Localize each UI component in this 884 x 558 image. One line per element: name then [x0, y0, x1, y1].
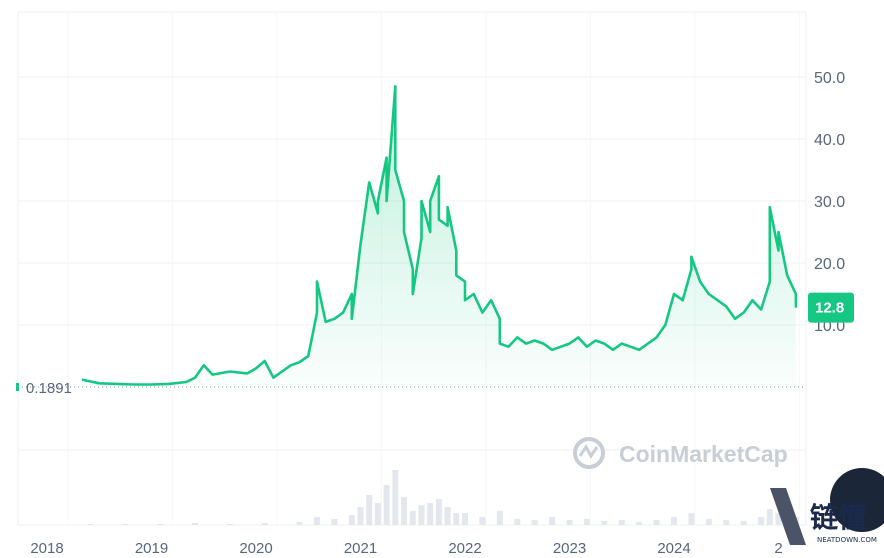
- logo-chinese-text: 链懂: [810, 501, 866, 534]
- volume-bar: [122, 524, 129, 525]
- x-tick-label: 2021: [344, 540, 377, 557]
- volume-bar: [296, 522, 303, 525]
- volume-bar: [192, 523, 199, 525]
- volume-bar: [374, 503, 381, 525]
- series-area: [81, 86, 796, 388]
- volume-bar: [705, 519, 712, 525]
- volume-bar: [366, 495, 373, 525]
- volume-bar: [435, 499, 442, 525]
- volume-bar: [226, 524, 233, 525]
- volume-bar: [261, 523, 268, 525]
- volume-bar: [401, 497, 408, 525]
- y-tick-label: 30.0: [814, 194, 845, 211]
- volume-bar: [531, 520, 538, 525]
- volume-bar: [671, 517, 677, 525]
- volume-bar: [479, 517, 486, 525]
- coinmarketcap-logo-icon: [573, 437, 605, 469]
- volume-bar: [758, 517, 765, 525]
- volume-bar: [453, 513, 460, 525]
- volume-bar: [444, 507, 451, 525]
- x-tick-label: 2018: [30, 540, 63, 557]
- volume-bar: [549, 517, 556, 525]
- y-tick-label: 50.0: [814, 70, 845, 87]
- volume-bar: [409, 511, 416, 525]
- x-axis: 2018 2019 2020 2021 2022 2023 2024 2: [30, 540, 782, 557]
- volume-bar: [653, 520, 660, 525]
- coinmarketcap-logo-wave-icon: [578, 444, 599, 459]
- logo-letter-mark: [770, 488, 806, 545]
- dark-circle-icon: [830, 468, 884, 532]
- volume-bar: [348, 515, 355, 525]
- corner-logo: L 链懂 NEATDOWN.COM: [770, 468, 884, 554]
- volume-bar: [636, 522, 643, 525]
- volume-bar: [618, 520, 625, 525]
- x-tick-label: 2020: [239, 540, 272, 557]
- volume-bar: [157, 524, 164, 525]
- volume-bar: [357, 507, 364, 525]
- last-value-label: 12.8: [815, 300, 844, 317]
- volume-bar: [766, 509, 773, 525]
- volume-bar: [496, 511, 503, 525]
- volume-bar: [601, 521, 608, 525]
- last-value-badge: [808, 292, 854, 323]
- volume-bar: [313, 517, 320, 525]
- volume-bar: [566, 520, 573, 525]
- volume-bar: [462, 513, 468, 525]
- x-tick-label: 2: [774, 540, 782, 557]
- x-tick-label: 2019: [135, 540, 168, 557]
- y-tick-label: 20.0: [814, 256, 845, 273]
- watermark-text: CoinMarketCap: [619, 441, 788, 467]
- volume-bar: [418, 505, 425, 525]
- volume-bars: [87, 470, 799, 525]
- x-tick-label: 2023: [553, 540, 586, 557]
- start-price-label: 0.1891: [26, 380, 72, 397]
- volume-bar: [514, 519, 521, 525]
- volume-bar: [427, 503, 434, 525]
- volume-bar: [740, 521, 747, 525]
- x-tick-label: 2022: [448, 540, 481, 557]
- series-line: [81, 85, 798, 386]
- volume-bar: [723, 520, 730, 525]
- volume-bar: [87, 524, 94, 525]
- y-axis: 10.020.030.040.050.012.8: [808, 70, 854, 335]
- y-tick-label: 40.0: [814, 132, 845, 149]
- x-tick-label: 2024: [657, 540, 690, 557]
- start-marker: [16, 383, 19, 391]
- watermark: CoinMarketCap: [573, 437, 788, 469]
- volume-bar: [583, 519, 590, 525]
- volume-bar: [392, 470, 399, 525]
- volume-bar: [383, 485, 390, 525]
- plot-area: 0.1891: [16, 85, 806, 397]
- logo-letter: L: [772, 548, 776, 554]
- logo-subtext: NEATDOWN.COM: [817, 536, 877, 544]
- volume-bar: [331, 519, 338, 525]
- volume-bar: [688, 513, 695, 525]
- volume-bar: [775, 513, 782, 525]
